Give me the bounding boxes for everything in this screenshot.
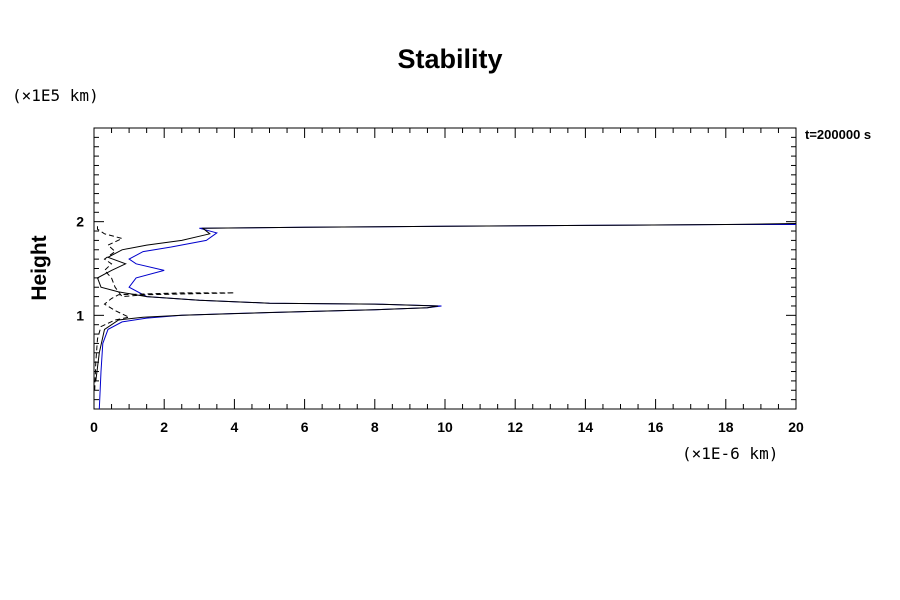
x-axis-units: (×1E-6 km)	[682, 444, 779, 463]
x-tick-label: 16	[648, 419, 664, 435]
x-tick-label: 6	[301, 419, 309, 435]
x-tick-label: 0	[90, 419, 98, 435]
series-line-1	[98, 224, 796, 410]
x-tick-label: 10	[437, 419, 453, 435]
y-axis-units: (×1E5 km)	[12, 86, 99, 105]
series-line-3	[94, 224, 235, 391]
x-tick-label: 4	[231, 419, 239, 435]
plot-frame	[93, 127, 797, 410]
time-annotation: t=200000 s	[805, 127, 872, 142]
x-tick-label: 12	[507, 419, 523, 435]
x-tick-label: 2	[160, 419, 168, 435]
series-group	[94, 223, 797, 410]
y-tick-label: 1	[76, 307, 84, 323]
x-tick-label: 14	[578, 419, 594, 435]
x-tick-label: 8	[371, 419, 379, 435]
series-line-2	[95, 223, 797, 381]
x-tick-label: 18	[718, 419, 734, 435]
chart-title: Stability	[397, 44, 503, 74]
x-tick-label: 20	[788, 419, 804, 435]
y-tick-label: 2	[76, 214, 84, 230]
